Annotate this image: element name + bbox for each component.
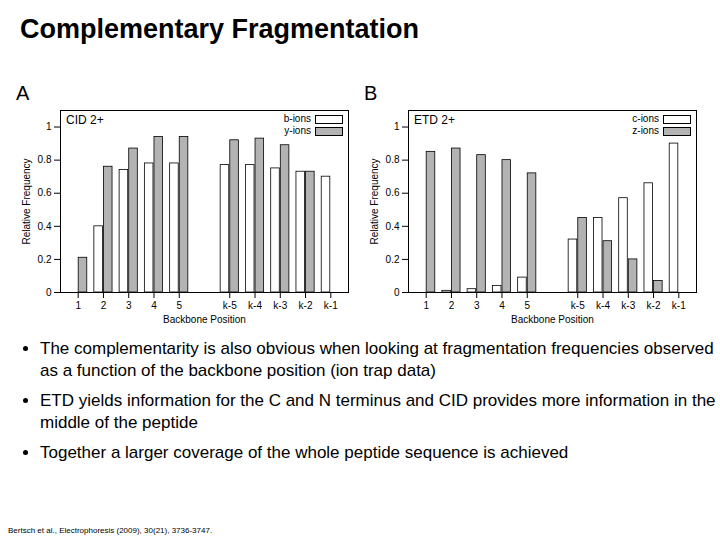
svg-text:4: 4: [151, 300, 157, 311]
svg-text:1: 1: [394, 121, 400, 132]
svg-text:1: 1: [75, 300, 81, 311]
svg-text:2: 2: [449, 300, 455, 311]
svg-text:k-3: k-3: [621, 300, 635, 311]
svg-text:k-5: k-5: [223, 300, 237, 311]
svg-text:0.2: 0.2: [38, 254, 52, 265]
html-text:c-ions: c-ions: [632, 113, 659, 124]
svg-text:k-5: k-5: [571, 300, 585, 311]
svg-text:4: 4: [499, 300, 505, 311]
svg-text:0.6: 0.6: [38, 187, 52, 198]
html-text:Bertsch et al., Electrophoresi: Bertsch et al., Electrophoresis (2009), …: [8, 526, 213, 535]
html-text:Together a larger coverage of: Together a larger coverage of the whole …: [40, 443, 569, 462]
svg-text:1: 1: [423, 300, 429, 311]
svg-text:Relative Frequency: Relative Frequency: [369, 158, 380, 244]
html-text:Complementary Fragmentation: Complementary Fragmentation: [20, 14, 420, 44]
svg-text:Backbone Position: Backbone Position: [511, 314, 594, 325]
svg-text:0: 0: [46, 287, 52, 298]
svg-text:Backbone Position: Backbone Position: [163, 314, 246, 325]
svg-text:Relative Frequency: Relative Frequency: [21, 158, 32, 244]
html-text:The complementarity is also ob: The complementarity is also obvious when…: [40, 339, 714, 380]
svg-text:1: 1: [46, 121, 52, 132]
svg-text:0.4: 0.4: [386, 221, 400, 232]
svg-text:0: 0: [394, 287, 400, 298]
svg-text:k-2: k-2: [647, 300, 661, 311]
svg-text:0.8: 0.8: [386, 154, 400, 165]
svg-text:2: 2: [101, 300, 107, 311]
html-text:CID 2+: CID 2+: [66, 113, 104, 127]
html-text:z-ions: z-ions: [632, 125, 659, 136]
html-text:A: A: [16, 82, 30, 104]
svg-text:0.4: 0.4: [38, 221, 52, 232]
html-text:y-ions: y-ions: [284, 125, 311, 136]
svg-text:k-4: k-4: [596, 300, 610, 311]
svg-text:0.8: 0.8: [38, 154, 52, 165]
html-text:ETD yields information for the: ETD yields information for the C and N t…: [40, 391, 716, 432]
svg-text:k-3: k-3: [273, 300, 287, 311]
html-text:B: B: [364, 82, 378, 104]
svg-text:5: 5: [524, 300, 530, 311]
svg-text:3: 3: [474, 300, 480, 311]
svg-text:0.6: 0.6: [386, 187, 400, 198]
html-text:ETD 2+: ETD 2+: [414, 113, 455, 127]
svg-text:k-1: k-1: [324, 300, 338, 311]
html-text:b-ions: b-ions: [283, 113, 311, 124]
svg-text:k-4: k-4: [248, 300, 262, 311]
svg-text:5: 5: [176, 300, 182, 311]
svg-text:k-1: k-1: [672, 300, 686, 311]
svg-text:3: 3: [126, 300, 132, 311]
svg-text:0.2: 0.2: [386, 254, 400, 265]
svg-text:k-2: k-2: [299, 300, 313, 311]
